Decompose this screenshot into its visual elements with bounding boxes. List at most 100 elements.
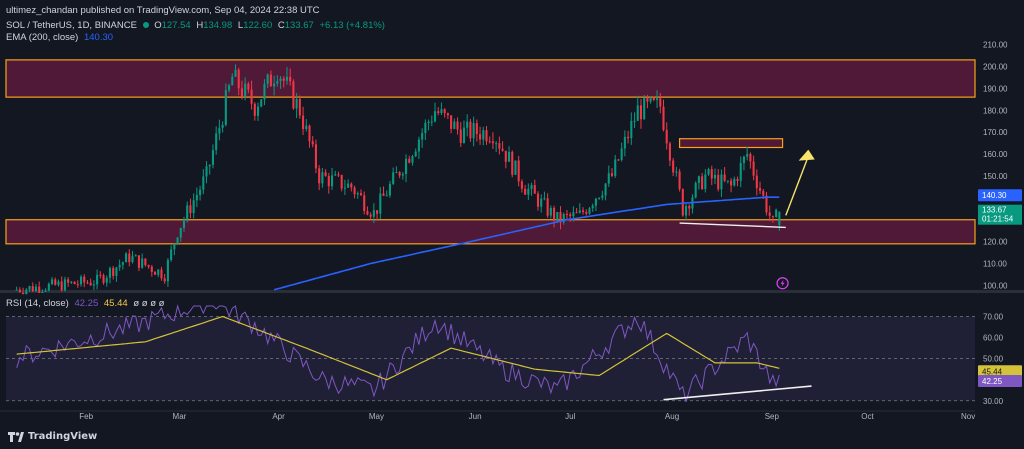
candle-body: [208, 164, 211, 167]
candle-body: [755, 175, 758, 189]
high-label: H: [196, 20, 204, 31]
candle-body: [668, 143, 671, 161]
candle-body: [279, 78, 282, 81]
candle-body: [308, 125, 311, 142]
candle-body: [31, 286, 34, 292]
candle-body: [530, 185, 533, 189]
price-tick-label: 150.00: [983, 172, 1008, 181]
candle-body: [504, 150, 507, 162]
candle-body: [15, 289, 18, 291]
candle-body: [330, 175, 334, 187]
candle-body: [131, 256, 134, 263]
rsi-badge-bg: [978, 374, 1022, 387]
rsi-legend[interactable]: RSI (14, close) 42.25 45.44 ø ø ø ø: [6, 298, 167, 309]
ema-line: [273, 196, 780, 291]
candle-body: [398, 172, 401, 176]
candle-body: [247, 83, 250, 90]
publisher-text: ultimez_chandan published on TradingView…: [6, 5, 320, 16]
candle-body: [115, 267, 118, 276]
candle-body: [536, 193, 540, 207]
candle-body: [617, 159, 620, 161]
candle-body: [385, 195, 388, 197]
price-tick-label: 200.00: [983, 62, 1008, 71]
price-tick-label: 170.00: [983, 128, 1008, 137]
candle-body: [495, 143, 498, 145]
candle-body: [73, 281, 76, 285]
candle-body: [414, 151, 417, 157]
candle-body: [514, 160, 517, 175]
low-value: 122.60: [243, 20, 273, 31]
ema-value: 140.30: [83, 32, 114, 43]
candle-body: [511, 151, 514, 175]
rsi-ma-badge-bg: [978, 365, 1022, 378]
candle-body: [749, 153, 752, 162]
candle-body: [388, 183, 392, 196]
candle-body: [28, 286, 31, 290]
candle-body: [54, 279, 57, 285]
candle-body: [771, 215, 774, 217]
rsi-tick-label: 30.00: [983, 397, 1004, 406]
time-tick-label: Feb: [79, 412, 93, 421]
candle-body: [479, 134, 482, 140]
candle-body: [553, 207, 556, 221]
candle-body: [153, 271, 157, 275]
candle-body: [569, 214, 572, 217]
candle-body: [83, 276, 86, 283]
candle-body: [350, 183, 353, 188]
candle-body: [150, 266, 153, 272]
candle-body: [379, 193, 382, 214]
candle-body: [459, 129, 462, 143]
candle-body: [533, 185, 536, 194]
candle-body: [604, 183, 607, 196]
ema-price-badge-bg: [978, 189, 1022, 202]
candle-body: [89, 282, 92, 286]
symbol-label[interactable]: SOL / TetherUS, 1D, BINANCE: [6, 20, 137, 31]
open-label: O: [154, 20, 162, 31]
candle-body: [678, 171, 681, 190]
candle-body: [762, 190, 765, 196]
candle-body: [202, 176, 205, 190]
candle-body: [372, 210, 375, 217]
price-tick-label: 110.00: [983, 260, 1007, 269]
candle-body: [491, 141, 494, 144]
candle-body: [292, 81, 295, 109]
support-resistance-zone: [5, 219, 976, 245]
arrow-head-icon: [798, 149, 815, 161]
rsi-label[interactable]: RSI (14, close): [6, 298, 69, 309]
price-tick-label: 210.00: [983, 41, 1008, 50]
candle-body: [752, 161, 755, 176]
candle-body: [681, 189, 684, 216]
candle-body: [79, 276, 83, 285]
candle-body: [392, 172, 395, 184]
candle-body: [723, 174, 726, 181]
ema-label[interactable]: EMA (200, close): [6, 32, 79, 43]
candle-body: [144, 258, 147, 266]
candle-body: [18, 289, 21, 293]
symbol-legend[interactable]: SOL / TetherUS, 1D, BINANCE O127.54 H134…: [6, 20, 388, 31]
candle-body: [121, 262, 124, 265]
candle-body: [276, 80, 279, 84]
candle-body: [726, 180, 729, 182]
candle-body: [527, 188, 530, 195]
candle-body: [253, 103, 256, 116]
candle-body: [240, 88, 243, 97]
candle-body: [704, 174, 707, 190]
projection-arrow: [785, 155, 809, 216]
candle-body: [475, 123, 478, 135]
candle-body: [639, 105, 643, 120]
candle-body: [363, 195, 366, 211]
candle-body: [675, 171, 678, 173]
ema-legend[interactable]: EMA (200, close) 140.30: [6, 32, 116, 43]
candle-body: [324, 172, 327, 176]
ema-price-badge: 140.30: [982, 191, 1007, 200]
candle-body: [359, 193, 363, 196]
candle-body: [173, 243, 176, 250]
lightning-icon: [776, 277, 789, 290]
candle-body: [47, 283, 50, 291]
candle-body: [758, 188, 762, 191]
candle-body: [218, 127, 221, 134]
candle-body: [610, 173, 614, 176]
candle-body: [340, 175, 343, 189]
time-tick-label: Apr: [272, 412, 285, 421]
